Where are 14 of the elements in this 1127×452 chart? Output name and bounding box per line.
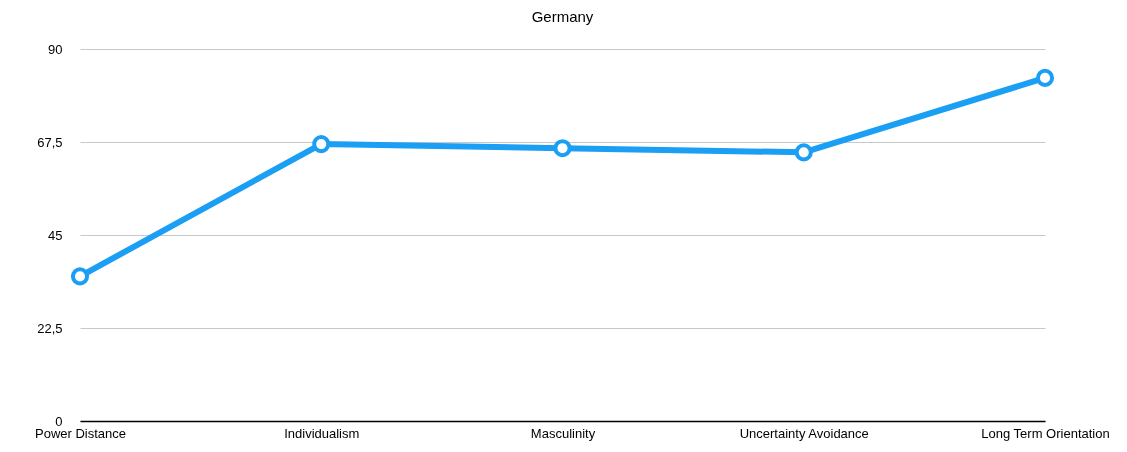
y-tick-label: 67,5 — [37, 134, 63, 150]
y-tick-label: 90 — [48, 41, 63, 57]
point — [794, 143, 813, 162]
point — [1035, 68, 1055, 87]
point — [553, 139, 572, 158]
point — [70, 267, 90, 286]
point — [312, 135, 331, 154]
chart-title: Germany — [531, 8, 594, 25]
x-tick-label: Individualism — [284, 425, 360, 441]
x-tick-label: Uncertainty Avoidance — [739, 425, 869, 441]
y-tick-label: 45 — [48, 227, 63, 243]
x-tick-label: Masculinity — [530, 425, 596, 441]
y-tick-label: 22,5 — [37, 320, 63, 336]
x-tick-label: Long Term Orientation — [981, 425, 1110, 441]
